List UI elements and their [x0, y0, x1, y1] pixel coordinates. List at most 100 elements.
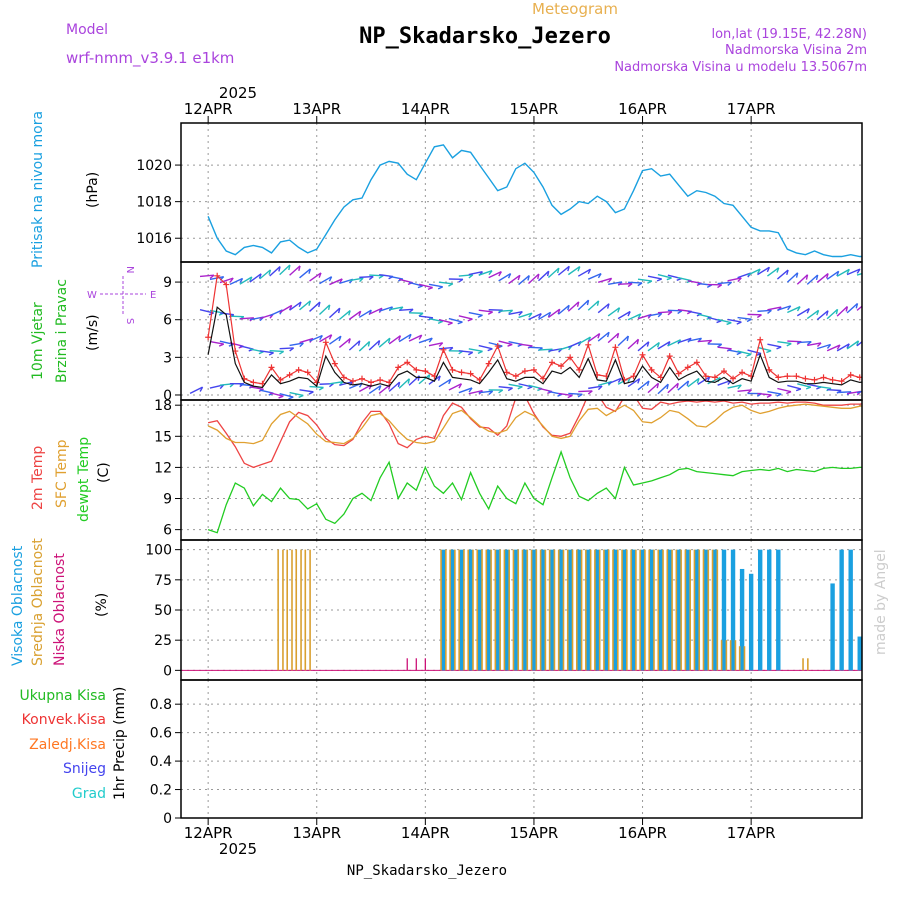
- wind-arrow: [607, 307, 620, 317]
- wind-arrow: [358, 341, 371, 352]
- wind-max-point: [612, 344, 619, 351]
- wind-arrow-head: [826, 344, 832, 349]
- wind-arrow: [757, 346, 772, 352]
- wind-max-point: [549, 359, 556, 366]
- wind-max-point: [639, 351, 646, 358]
- wind-arrow: [378, 337, 391, 348]
- wind-arrow: [518, 343, 533, 347]
- compass-west: W: [87, 290, 97, 301]
- wind-arrow-head: [597, 385, 603, 391]
- wind-arrow-head: [656, 342, 660, 348]
- wind-arrow: [508, 274, 521, 285]
- wind-arrow: [826, 344, 841, 352]
- wind-arrow: [727, 277, 742, 282]
- wind-arrow: [627, 313, 642, 321]
- ytick-label: 6: [163, 523, 172, 539]
- wind-arrow: [816, 343, 831, 350]
- wind-max-point: [675, 370, 682, 377]
- wind-arrow-head: [867, 271, 870, 275]
- wind-arrow: [817, 385, 832, 390]
- wind-speed-line: [207, 306, 862, 389]
- wind-arrow-head: [776, 393, 782, 397]
- precip-legend-frz: Zaledj.Kisa: [29, 737, 106, 753]
- compass-south: S: [124, 318, 135, 324]
- wind-arrow: [568, 392, 583, 396]
- wind-arrow: [528, 313, 542, 321]
- cloud-bar-high: [694, 549, 700, 671]
- wind-arrow-head: [278, 266, 281, 272]
- wind-arrow-head: [845, 306, 849, 312]
- wind-arrow-head: [815, 274, 819, 281]
- wind-arrow: [787, 340, 802, 343]
- ytick-label: 9: [163, 275, 172, 291]
- wind-arrow: [577, 268, 591, 277]
- ytick-label: 12: [154, 460, 172, 476]
- wind-arrow: [597, 303, 610, 314]
- wind-arrow: [239, 276, 253, 285]
- wind-arrow: [608, 281, 623, 286]
- ytick-label: 1018: [136, 195, 172, 211]
- xtick-label-top: 17APR: [727, 100, 776, 118]
- wind-arrow-head: [308, 300, 312, 306]
- wind-arrow-head: [467, 351, 474, 356]
- cloud-bar-high: [757, 549, 763, 671]
- wind-arrow: [518, 312, 533, 319]
- wind-max-point: [802, 375, 809, 382]
- wind-arrow: [717, 346, 732, 350]
- wind-arrow: [289, 265, 301, 276]
- wind-arrow: [309, 385, 324, 389]
- panel-frame-precip: [180, 679, 863, 819]
- wind-arrow-head: [319, 335, 323, 341]
- wind-arrow: [348, 340, 361, 351]
- wind-arrow-head: [667, 311, 673, 316]
- wind-arrow-head: [368, 384, 373, 390]
- wind-arrow: [229, 315, 244, 318]
- wind-arrow-head: [726, 322, 732, 326]
- wind-max-point: [757, 336, 764, 343]
- wind-max-point: [286, 371, 293, 378]
- wind-arrow-head: [527, 386, 533, 390]
- wind-arrow: [806, 274, 819, 285]
- wind-arrow: [587, 300, 600, 311]
- wind-arrow: [577, 336, 591, 345]
- wind-arrow: [279, 347, 294, 350]
- wind-arrow: [398, 333, 412, 343]
- wind-arrow: [438, 281, 453, 285]
- wind-arrow: [687, 310, 702, 315]
- footer-station: NP_Skadarsko_Jezero: [347, 863, 507, 879]
- wind-arrow-head: [737, 384, 742, 390]
- wind-arrow-head: [507, 273, 512, 279]
- wind-arrow: [697, 313, 712, 319]
- wind-arrow: [338, 309, 351, 321]
- wind-arrow: [468, 389, 483, 395]
- temp-unit: (C): [96, 462, 112, 483]
- wind-arrow-head: [488, 390, 494, 395]
- wind-arrow-head: [487, 311, 493, 315]
- cloud-bar-high: [622, 549, 627, 671]
- wind-arrow: [200, 344, 214, 346]
- wind-arrow-head: [795, 388, 802, 392]
- ytick-label: 0.2: [150, 783, 172, 799]
- wind-arrow-head: [298, 265, 301, 271]
- ytick-label: 50: [154, 603, 172, 619]
- wind-arrow-head: [299, 342, 304, 348]
- wind-arrow-head: [766, 394, 772, 398]
- wind-arrow: [219, 277, 234, 284]
- ytick-label: 100: [145, 543, 172, 559]
- year-label-top: 2025: [219, 84, 257, 102]
- wind-arrow: [289, 391, 304, 397]
- temp-ylabel-sfc: SFC Temp: [54, 439, 70, 508]
- wind-arrow-head: [477, 314, 483, 318]
- wind-arrow-head: [806, 308, 810, 314]
- wind-max-point: [666, 353, 673, 360]
- wind-arrow: [269, 309, 283, 317]
- wind-arrow-head: [288, 264, 291, 271]
- wind-max-point: [467, 370, 474, 377]
- wind-max-point: [368, 379, 375, 386]
- wind-arrow-head: [717, 284, 723, 289]
- wind-arrow: [657, 273, 672, 279]
- wind-arrow-head: [795, 272, 799, 278]
- wind-max-point: [693, 359, 700, 366]
- wind-max-point: [413, 366, 420, 373]
- wind-arrow: [408, 334, 422, 342]
